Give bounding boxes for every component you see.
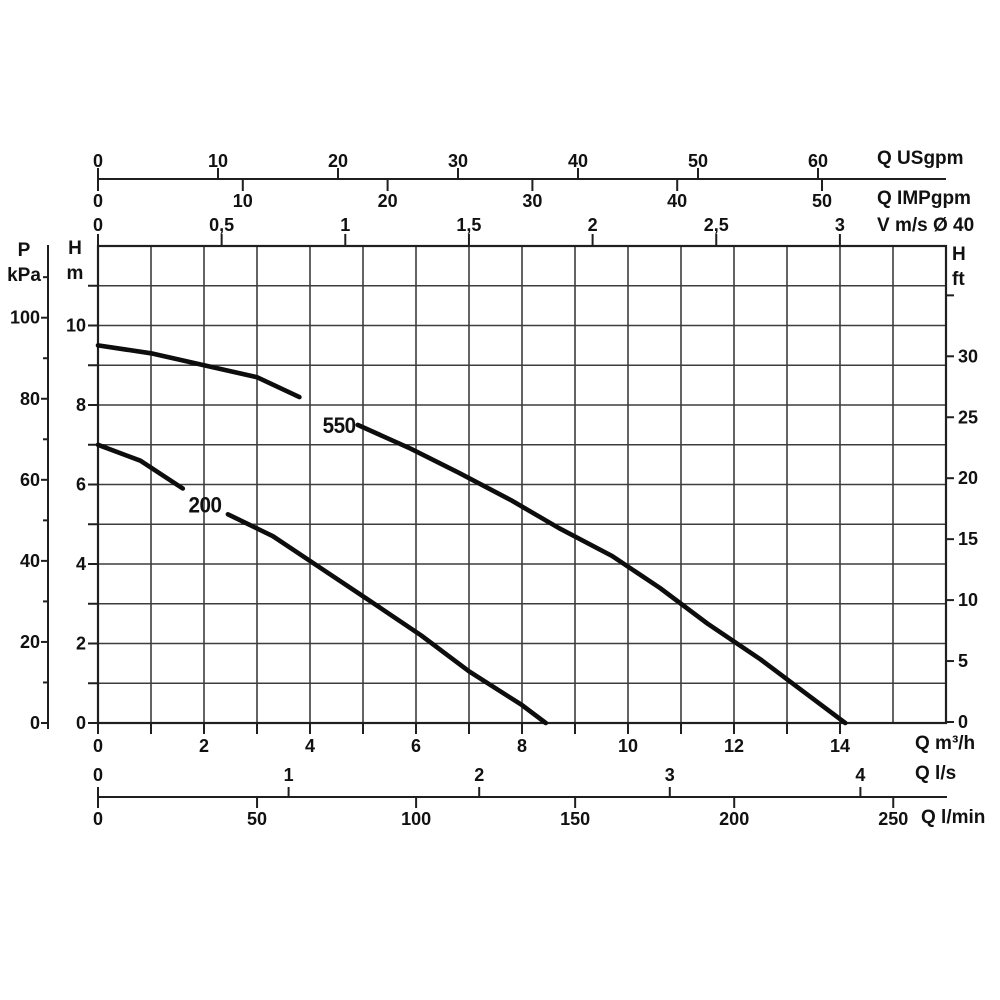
svg-text:60: 60: [20, 470, 40, 490]
axis-hft: 0 5 10 15 20 25 30: [946, 294, 978, 732]
svg-text:60: 60: [808, 151, 828, 171]
svg-text:100: 100: [401, 809, 431, 829]
axis-title-p-line: P: [17, 240, 31, 261]
svg-text:0,5: 0,5: [209, 215, 234, 235]
svg-text:0: 0: [93, 809, 103, 829]
svg-text:200: 200: [719, 809, 749, 829]
svg-text:20: 20: [20, 632, 40, 652]
svg-text:30: 30: [958, 346, 978, 366]
axis-title-pressure-kpa: P kPa: [0, 238, 48, 288]
axis-velocity: 0 0,5 1 1,5 2 2,5 3: [93, 215, 845, 246]
curve-line-200: [95, 442, 186, 491]
svg-text:1,5: 1,5: [456, 215, 481, 235]
svg-text:0: 0: [76, 713, 86, 733]
axis-title-hft-ft-line: ft: [952, 269, 965, 290]
svg-text:6: 6: [76, 475, 86, 495]
svg-text:15: 15: [958, 529, 978, 549]
curve-line-550: [355, 422, 848, 726]
axis-pkpa: 0 20 40 60 80 100: [10, 245, 49, 733]
axis-top-gpm: 0 10 20 30 40 50 600 10 20 30 40 50: [93, 151, 946, 211]
axis-title-head-ft: H ft: [952, 242, 992, 292]
axis-qm3h: 0 2 4 6 8 10 12 14: [93, 723, 850, 756]
svg-text:0: 0: [93, 191, 103, 211]
svg-text:4: 4: [855, 765, 865, 785]
svg-text:6: 6: [411, 736, 421, 756]
curve-line-550: [95, 343, 302, 400]
curve-200: 200: [95, 442, 549, 726]
svg-text:1: 1: [284, 765, 294, 785]
svg-text:2: 2: [199, 736, 209, 756]
svg-text:10: 10: [233, 191, 253, 211]
axis-title-qls: Q l/s: [915, 763, 957, 784]
svg-text:10: 10: [958, 590, 978, 610]
svg-text:150: 150: [560, 809, 590, 829]
svg-text:0: 0: [93, 736, 103, 756]
axis-title-qm3h: Q m³/h: [915, 733, 976, 754]
svg-text:2,5: 2,5: [704, 215, 729, 235]
axis-title-m-line: m: [66, 263, 84, 284]
svg-text:80: 80: [20, 389, 40, 409]
svg-text:250: 250: [878, 809, 908, 829]
axis-title-hft-h-line: H: [952, 244, 966, 265]
svg-text:4: 4: [76, 554, 86, 574]
svg-text:14: 14: [830, 736, 850, 756]
svg-text:50: 50: [812, 191, 832, 211]
axis-title-usgpm: Q USgpm: [877, 148, 964, 169]
curve-label-200: 200: [189, 492, 222, 517]
svg-text:5: 5: [958, 651, 968, 671]
svg-text:8: 8: [517, 736, 527, 756]
grid: [97, 245, 946, 724]
svg-text:40: 40: [568, 151, 588, 171]
svg-text:40: 40: [667, 191, 687, 211]
svg-text:30: 30: [522, 191, 542, 211]
svg-text:40: 40: [20, 551, 40, 571]
svg-text:20: 20: [378, 191, 398, 211]
svg-text:2: 2: [76, 634, 86, 654]
svg-text:12: 12: [724, 736, 744, 756]
svg-text:3: 3: [665, 765, 675, 785]
axis-hm: 0 2 4 6 8 10: [66, 284, 98, 733]
svg-text:0: 0: [958, 712, 968, 732]
svg-text:50: 50: [688, 151, 708, 171]
svg-text:0: 0: [93, 215, 103, 235]
svg-text:0: 0: [93, 765, 103, 785]
svg-text:30: 30: [448, 151, 468, 171]
axis-title-impgpm: Q IMPgpm: [877, 188, 971, 209]
svg-text:2: 2: [474, 765, 484, 785]
curve-label-550: 550: [323, 413, 356, 438]
svg-text:1: 1: [340, 215, 350, 235]
svg-text:0: 0: [93, 151, 103, 171]
svg-text:10: 10: [208, 151, 228, 171]
svg-text:3: 3: [835, 215, 845, 235]
svg-text:100: 100: [10, 308, 40, 328]
curve-550: 550: [95, 343, 848, 726]
svg-text:10: 10: [66, 316, 86, 336]
svg-text:10: 10: [618, 736, 638, 756]
svg-text:2: 2: [588, 215, 598, 235]
svg-text:8: 8: [76, 395, 86, 415]
svg-text:25: 25: [958, 407, 978, 427]
svg-text:20: 20: [328, 151, 348, 171]
axis-title-velocity: V m/s Ø 40: [877, 215, 975, 236]
curve-line-200: [225, 511, 549, 726]
svg-text:4: 4: [305, 736, 315, 756]
axis-title-qlmin: Q l/min: [921, 807, 986, 828]
axis-title-head-m: H m: [60, 236, 90, 286]
axis-ls-lmin: 0 1 2 3 4 0 50 100 150 200 250: [93, 765, 947, 829]
svg-text:0: 0: [30, 713, 40, 733]
svg-text:50: 50: [247, 809, 267, 829]
svg-text:20: 20: [958, 468, 978, 488]
axis-title-kpa-line: kPa: [7, 265, 41, 286]
axis-title-h-line: H: [68, 238, 82, 259]
